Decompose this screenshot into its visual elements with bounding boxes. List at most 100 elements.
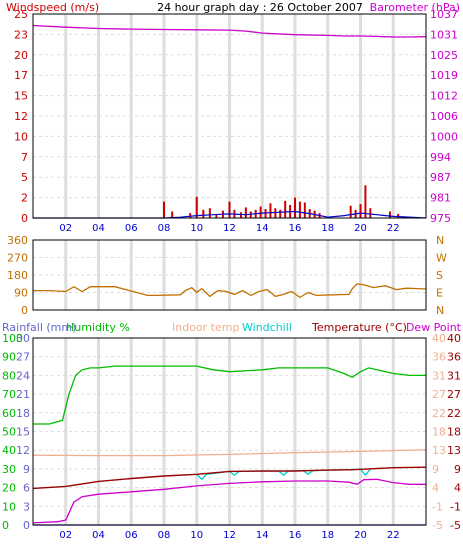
temperature-tick-label: 18	[447, 426, 461, 439]
indoor-temp-label: Indoor temp	[172, 321, 239, 334]
temperature-tick-label: 13	[447, 444, 461, 457]
temp-humidity-x-tick-label: 10	[190, 530, 203, 541]
wind-gust-bar	[208, 208, 211, 218]
wind-gust-bar	[303, 202, 306, 218]
indoor-temp-tick-label: 40	[432, 332, 446, 345]
direction-tick-label: 270	[7, 252, 28, 265]
windspeed-tick-label: 17	[14, 69, 28, 82]
wind-baro-x-ticks: 02 04 06 08 10 12 14 16 18 20 22	[59, 223, 399, 234]
wind-gust-bar	[269, 203, 272, 218]
wind-baro-frame	[32, 13, 427, 219]
rainfall-tick-label: 24	[16, 369, 30, 382]
wind-baro-x-tick-label: 04	[92, 223, 105, 234]
indoor-temp-tick-label: -5	[432, 519, 443, 532]
humidity-tick-label: 60	[2, 407, 16, 420]
wind-baro-x-tick-label: 08	[158, 223, 171, 234]
temp-humidity-x-tick-label: 08	[158, 530, 171, 541]
temperature-tick-label: 22	[447, 407, 461, 420]
wind-baro-x-tick-label: 18	[321, 223, 334, 234]
wind-gust-bar	[279, 209, 282, 218]
rainfall-tick-label: 15	[16, 426, 30, 439]
direction-tick-label: 0	[21, 304, 28, 317]
wind-baro-x-tick-label: 16	[289, 223, 302, 234]
barometer-tick-label: 1006	[430, 110, 458, 123]
temperature-tick-label: 27	[447, 388, 461, 401]
direction-tick-label: 90	[14, 287, 28, 300]
humidity-tick-label: 20	[2, 482, 16, 495]
rainfall-tick-label: 0	[23, 519, 30, 532]
indoor-temp-tick-label: 18	[432, 426, 446, 439]
barometer-tick-label: 994	[430, 151, 451, 164]
humidity-axis-title: Humidity %	[66, 321, 130, 334]
humidity-tick-label: 90	[2, 351, 16, 364]
wind-gust-bar	[239, 212, 242, 218]
compass-label: N	[436, 234, 444, 247]
wind-gust-bar	[202, 209, 205, 218]
temp-humidity-x-tick-label: 14	[256, 530, 269, 541]
windspeed-tick-label: 12	[14, 110, 28, 123]
temperature-tick-label: 9	[454, 463, 461, 476]
rainfall-tick-label: 6	[23, 482, 30, 495]
temperature-ticks-inner: -5 -1 4 9 13 18 22 27 31 36 40	[432, 332, 446, 532]
wind-gust-bar	[244, 207, 247, 218]
temp-humidity-x-tick-label: 06	[125, 530, 138, 541]
barometer-tick-label: 1019	[430, 69, 458, 82]
temperature-tick-label: 31	[447, 369, 461, 382]
compass-label: W	[436, 252, 447, 265]
temp-humidity-x-tick-label: 12	[223, 530, 236, 541]
wind-baro-x-tick-label: 12	[223, 223, 236, 234]
wind-baro-x-tick-label: 22	[387, 223, 400, 234]
windspeed-tick-label: 10	[14, 130, 28, 143]
temperature-tick-label: 40	[447, 332, 461, 345]
barometer-tick-label: 975	[430, 212, 451, 225]
wind-gust-bar	[388, 211, 391, 218]
rainfall-tick-label: 18	[16, 407, 30, 420]
rainfall-tick-label: 30	[16, 332, 30, 345]
rainfall-tick-label: 27	[16, 351, 30, 364]
humidity-line	[33, 365, 426, 425]
temperature-ticks-outer: -5 -1 4 9 13 18 22 27 31 36 40	[447, 332, 461, 532]
wind-gust-bar	[189, 213, 192, 218]
rainfall-tick-label: 3	[23, 500, 30, 513]
windspeed-tick-label: 15	[14, 90, 28, 103]
barometer-tick-label: 987	[430, 171, 451, 184]
wind-gust-bar	[274, 208, 277, 218]
barometer-ticks: 975 981 987 994 1000 1006 1012 1019 1025 1031 1037	[430, 8, 458, 225]
wind-gust-bar	[349, 205, 352, 218]
humidity-tick-label: 100	[2, 332, 23, 345]
windspeed-tick-label: 2	[21, 192, 28, 205]
windspeed-axis-title: Windspeed (m/s)	[6, 1, 99, 14]
temperature-axis-title: Temperature (°C)	[311, 321, 407, 334]
rainfall-tick-label: 12	[16, 444, 30, 457]
wind-direction-line	[33, 283, 427, 299]
chart-title: 24 hour graph day : 26 October 2007	[157, 1, 363, 14]
wind-baro-x-tick-label: 20	[354, 223, 367, 234]
humidity-tick-label: 0	[2, 519, 9, 532]
dew-point-axis-title: Dew Point	[406, 321, 462, 334]
wind-baro-x-tick-label: 10	[190, 223, 203, 234]
indoor-temp-tick-label: 27	[432, 388, 446, 401]
indoor-temp-tick-label: 36	[432, 351, 446, 364]
temperature-tick-label: 4	[454, 482, 461, 495]
wind-gust-bar	[364, 185, 367, 218]
temp-humidity-x-tick-label: 04	[92, 530, 105, 541]
wind-gust-bar	[259, 206, 262, 218]
temp-humidity-frame	[32, 337, 427, 526]
rainfall-tick-label: 9	[23, 463, 30, 476]
wind-direction-grid	[33, 240, 426, 310]
wind-baro-grid	[33, 14, 426, 218]
wind-average-line	[33, 210, 427, 219]
barometer-tick-label: 1025	[430, 49, 458, 62]
wind-direction-series	[33, 283, 427, 299]
wind-gust-bar	[195, 196, 198, 218]
dew-point-line	[32, 478, 426, 524]
indoor-temp-line	[32, 449, 427, 457]
humidity-tick-label: 70	[2, 388, 16, 401]
temperature-tick-label: -1	[450, 500, 461, 513]
indoor-temp-tick-label: 31	[432, 369, 446, 382]
direction-ticks: 0 90 180 270 360	[7, 234, 28, 317]
humidity-tick-label: 10	[2, 500, 16, 513]
